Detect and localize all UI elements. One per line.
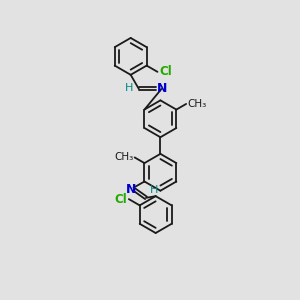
- Text: Cl: Cl: [114, 193, 127, 206]
- Text: CH₃: CH₃: [188, 99, 207, 109]
- Text: H: H: [125, 83, 134, 93]
- Text: CH₃: CH₃: [114, 152, 133, 162]
- Text: Cl: Cl: [160, 65, 172, 78]
- Text: H: H: [150, 185, 158, 196]
- Text: N: N: [157, 82, 167, 95]
- Text: N: N: [126, 183, 136, 196]
